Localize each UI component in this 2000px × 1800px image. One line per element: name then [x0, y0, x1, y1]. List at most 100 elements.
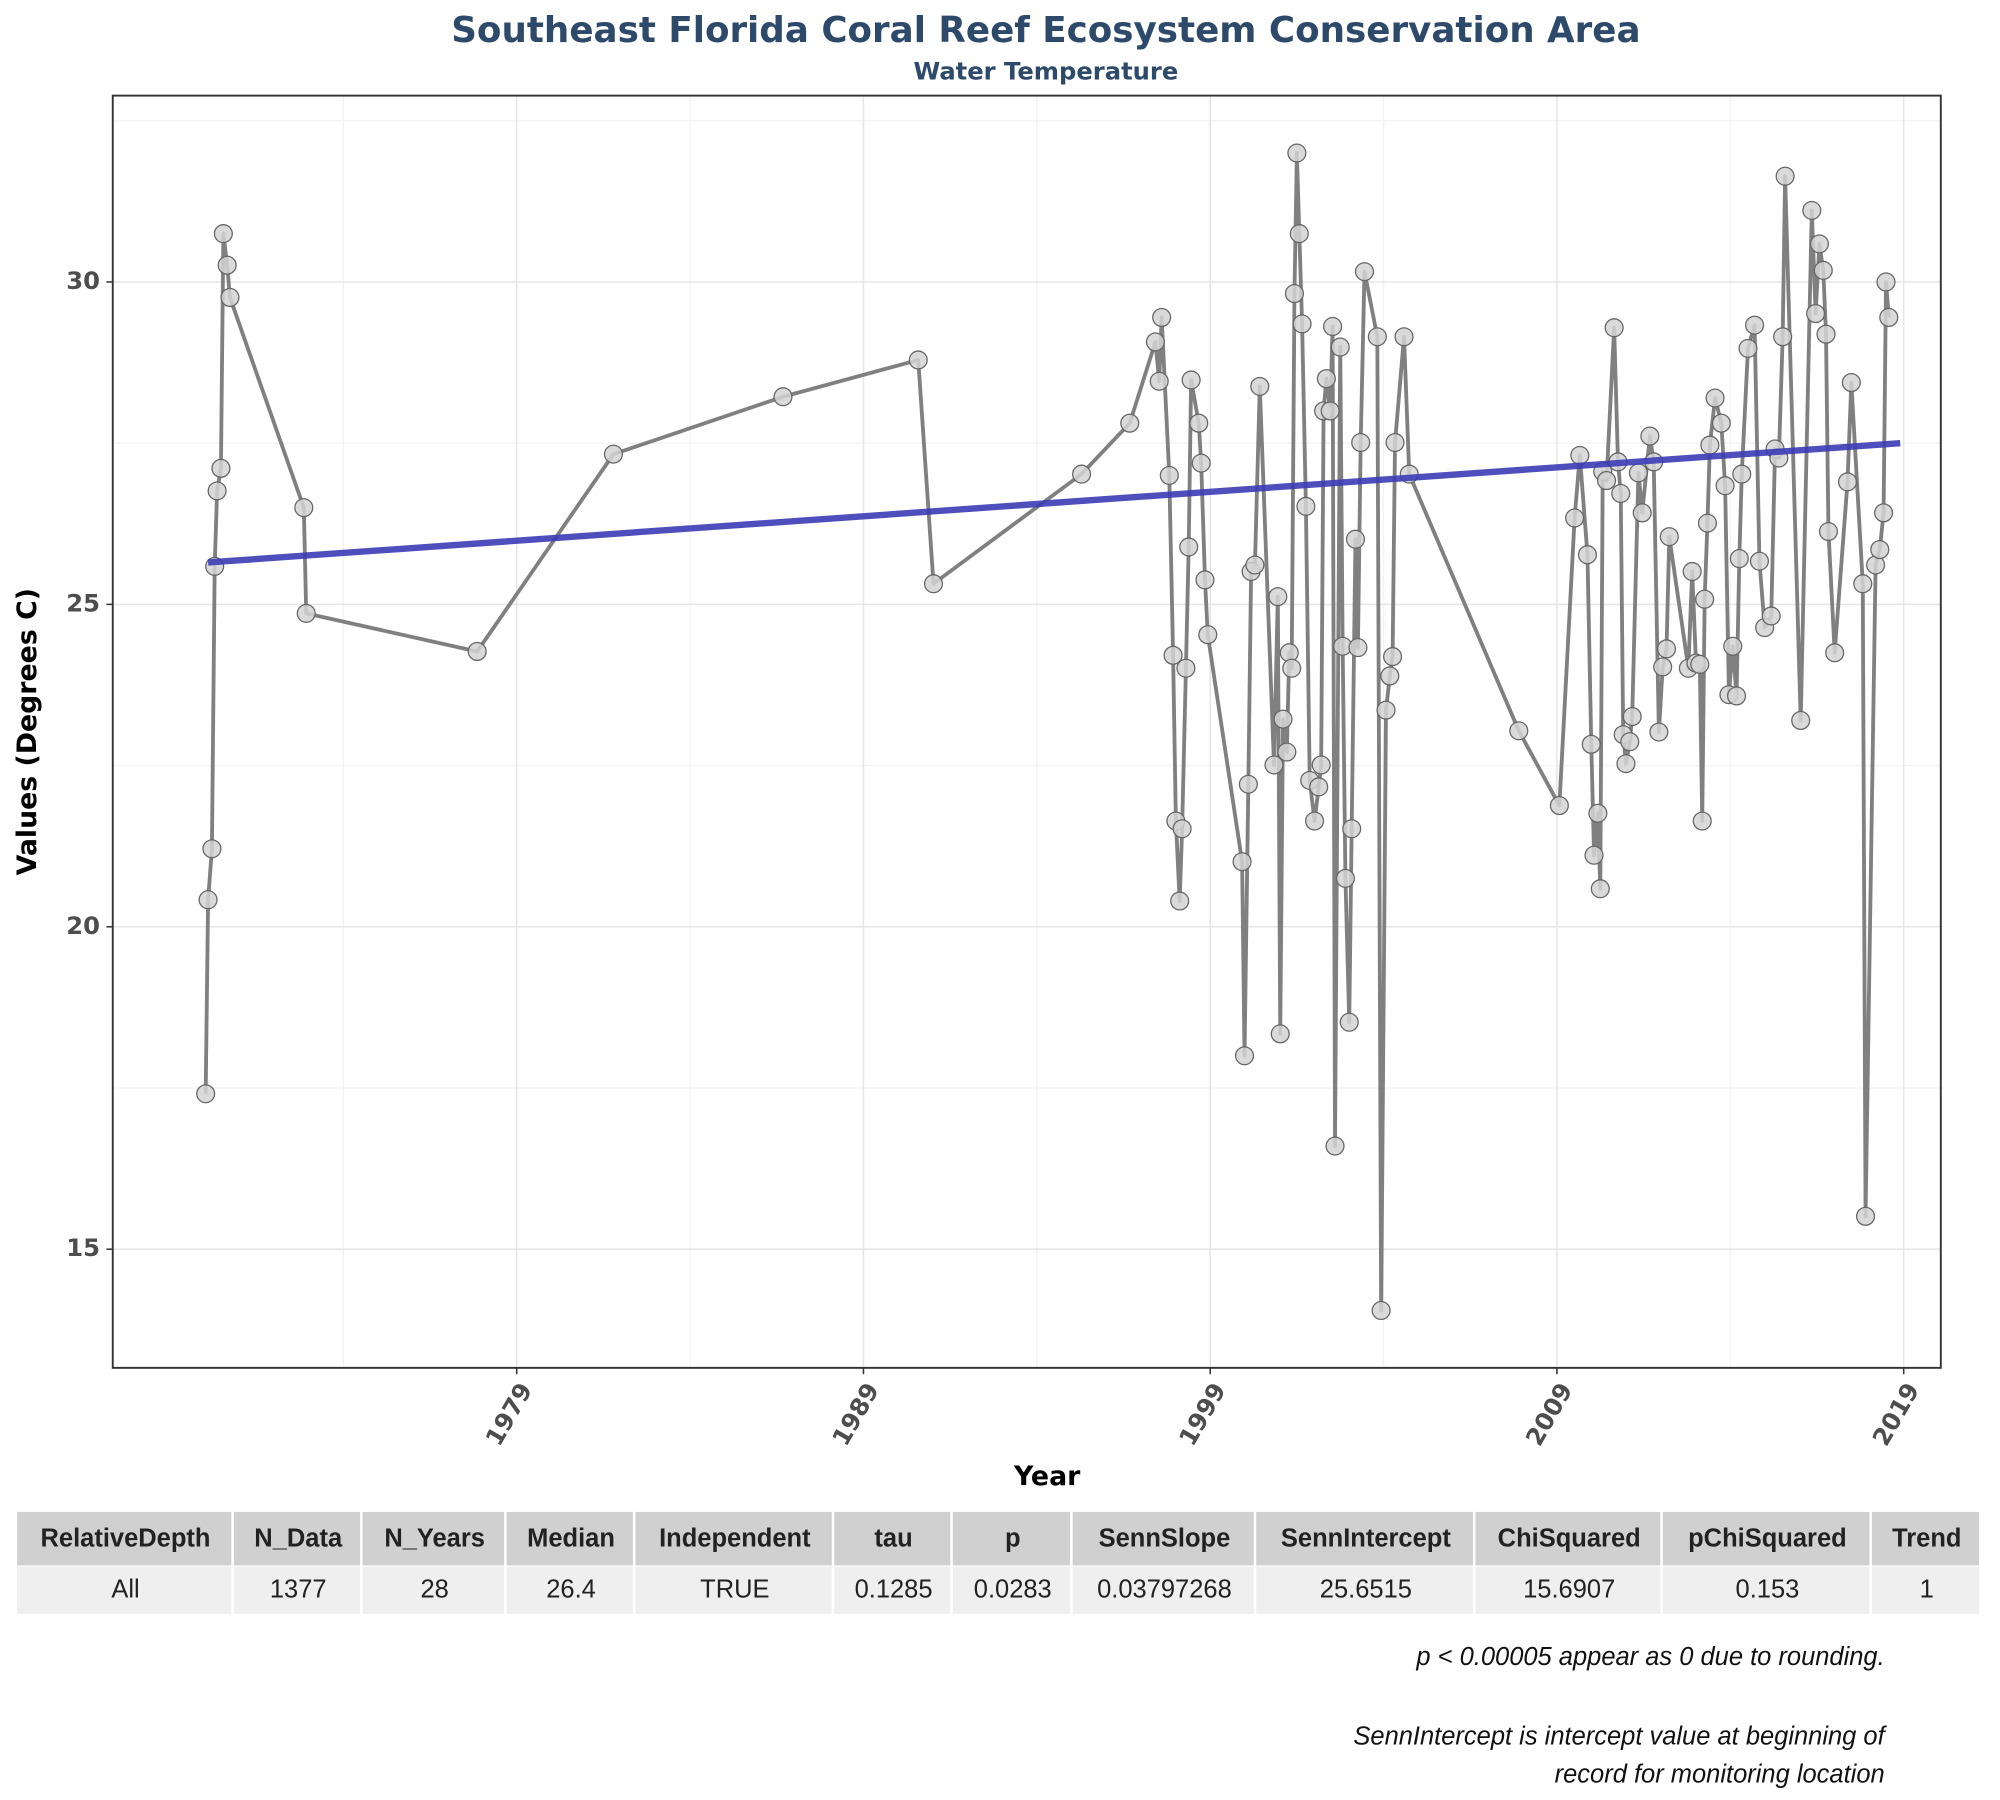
data-point — [1330, 337, 1350, 357]
table-cell — [1475, 1566, 1661, 1614]
data-point — [1342, 819, 1362, 839]
table-cell — [952, 1566, 1071, 1614]
data-point — [1176, 658, 1196, 678]
data-point — [1234, 1046, 1255, 1066]
table-header-text: ChiSquared — [1498, 1525, 1641, 1553]
data-point — [1656, 639, 1677, 659]
data-point — [1596, 471, 1617, 491]
table-cell — [362, 1566, 505, 1614]
data-point — [1690, 654, 1710, 674]
data-point — [1682, 561, 1702, 582]
table-header-cell — [635, 1511, 832, 1566]
data-point — [1311, 755, 1331, 775]
data-point — [1726, 686, 1747, 706]
table-cell-text: 26.4 — [546, 1576, 596, 1604]
data-point — [1273, 709, 1293, 729]
data-point — [1816, 324, 1836, 344]
table-header-text: pChiSquared — [1688, 1525, 1847, 1553]
data-point — [1729, 549, 1749, 569]
data-point — [1296, 496, 1316, 516]
data-point — [1320, 401, 1340, 421]
data-point — [296, 603, 316, 623]
data-point — [603, 444, 624, 464]
data-point — [1590, 879, 1610, 899]
table-cell — [1072, 1566, 1254, 1614]
data-point — [198, 890, 218, 910]
data-point — [1653, 657, 1673, 677]
data-point — [196, 1084, 216, 1104]
footnote: SennIntercept is intercept value at begi… — [1353, 1722, 1887, 1750]
data-point — [1577, 545, 1598, 565]
table-cell-text: 1377 — [270, 1576, 327, 1604]
data-point — [1711, 413, 1731, 433]
data-point — [1289, 224, 1309, 244]
table-header-cell — [362, 1511, 505, 1566]
table-cell — [1256, 1566, 1473, 1614]
data-point — [1282, 658, 1302, 678]
table-header-text: N_Data — [254, 1525, 343, 1553]
data-point — [220, 287, 240, 307]
data-point — [923, 574, 944, 594]
data-point — [202, 839, 222, 859]
table-header-cell — [834, 1511, 951, 1566]
data-point — [1632, 503, 1652, 523]
data-point — [1855, 1206, 1876, 1226]
table-header-cell — [506, 1511, 633, 1566]
table-cell — [1662, 1566, 1870, 1614]
data-point — [217, 255, 237, 275]
data-point — [1232, 852, 1252, 872]
data-point — [1841, 372, 1861, 393]
data-point — [1818, 521, 1839, 542]
data-point — [1620, 732, 1640, 752]
data-point — [1565, 508, 1585, 528]
footnote: record for monitoring location — [1555, 1761, 1885, 1789]
data-point — [213, 224, 233, 244]
table-cell-text: All — [111, 1576, 139, 1604]
table-cell — [233, 1566, 361, 1614]
data-point — [1367, 327, 1387, 347]
table-header-text: N_Years — [384, 1525, 485, 1553]
data-point — [1191, 453, 1211, 473]
data-point — [1309, 777, 1329, 797]
data-point — [1588, 803, 1608, 823]
table-cell-text: TRUE — [700, 1576, 769, 1604]
footnote: p < 0.00005 appear as 0 due to rounding. — [1415, 1643, 1884, 1671]
data-point — [1345, 529, 1366, 549]
data-point — [1692, 811, 1712, 831]
data-point — [1323, 316, 1343, 337]
table-cell-text: 0.03797268 — [1097, 1576, 1232, 1604]
table-header-text: Trend — [1892, 1525, 1961, 1553]
data-point — [1339, 1012, 1359, 1032]
data-point — [1802, 200, 1822, 220]
table-header-cell — [1256, 1511, 1473, 1566]
table-header-cell — [233, 1511, 361, 1566]
data-point — [1305, 811, 1325, 831]
data-point — [1245, 555, 1265, 575]
table-header-cell — [1662, 1511, 1870, 1566]
data-point — [1853, 574, 1873, 594]
trend-line — [207, 439, 1901, 566]
data-point — [1159, 465, 1179, 485]
data-point — [1874, 503, 1894, 523]
data-point — [1292, 314, 1312, 334]
data-point — [1385, 432, 1405, 453]
chart-subtitle: Water Temperature — [914, 58, 1179, 86]
data-point — [1238, 774, 1258, 794]
data-point — [1628, 463, 1648, 483]
data-point — [1198, 625, 1218, 645]
data-point — [1622, 707, 1642, 727]
data-point — [1738, 338, 1758, 358]
data-point — [1825, 643, 1845, 663]
data-point — [1584, 845, 1604, 865]
data-point — [1604, 318, 1624, 338]
data-point — [1277, 742, 1297, 762]
data-point — [773, 387, 793, 407]
table-cell — [17, 1566, 232, 1614]
table-header-text: Median — [527, 1525, 615, 1553]
data-point — [1335, 868, 1355, 888]
data-point — [1745, 315, 1765, 335]
table-header-cell — [952, 1511, 1071, 1566]
data-point — [1181, 370, 1201, 390]
data-point — [1640, 426, 1660, 446]
